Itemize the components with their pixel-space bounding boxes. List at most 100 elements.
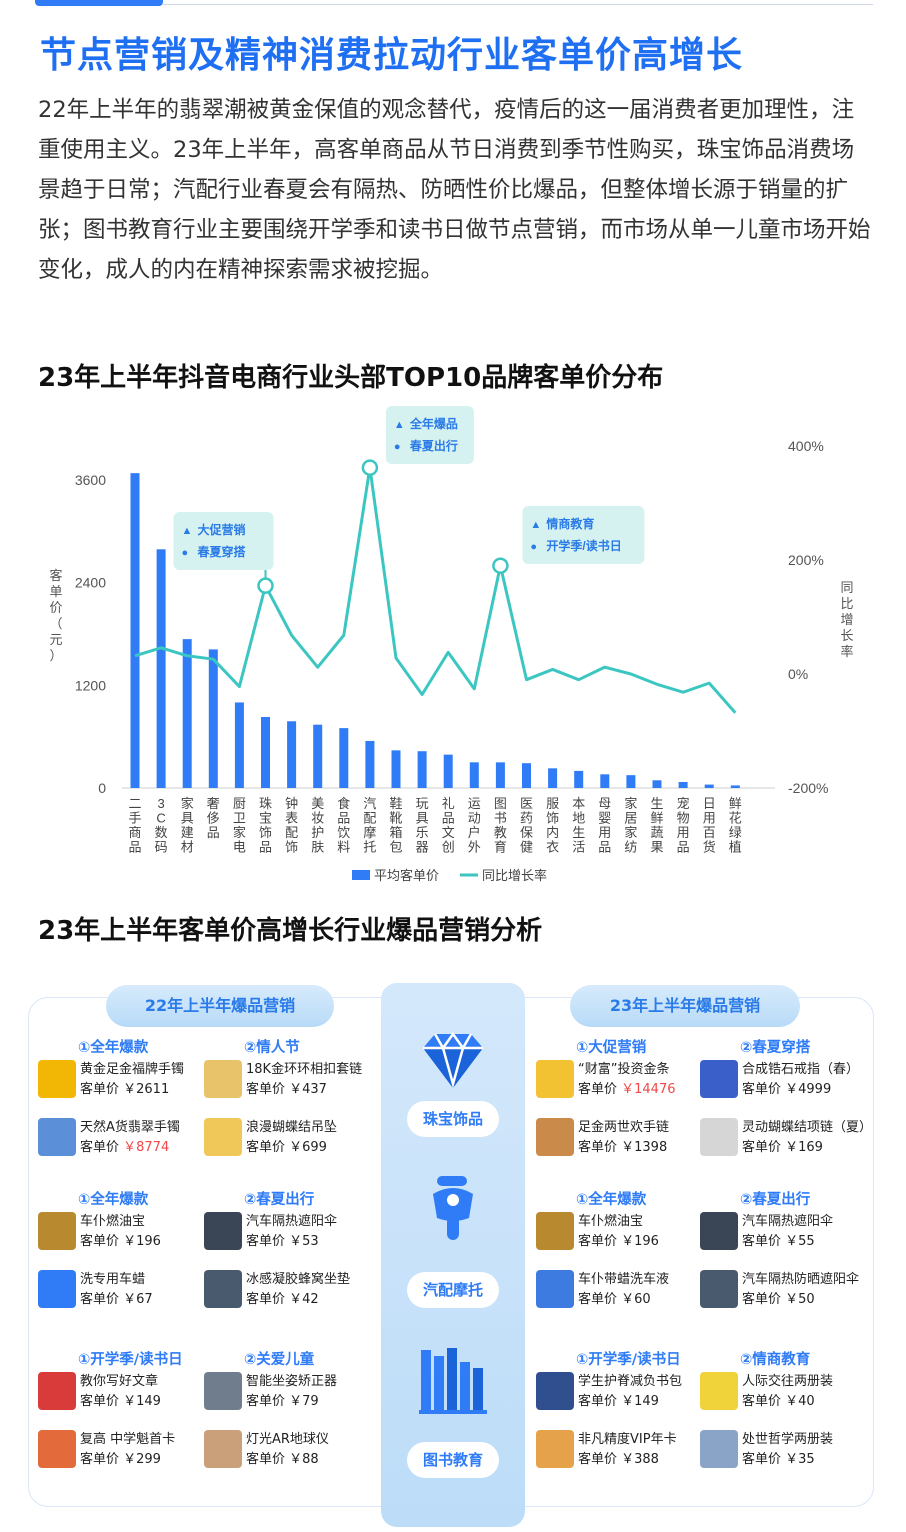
product-thumbnail [204, 1060, 242, 1098]
annotation-box [385, 406, 474, 464]
product-item[interactable]: 处世哲学两册装 客单价 ￥35 [700, 1428, 876, 1474]
reader-icon: ▲ [530, 519, 541, 531]
bar-家居家纺 [626, 775, 636, 788]
product-name: 天然A货翡翠手镯 [80, 1120, 180, 1135]
product-item[interactable]: 非凡精度VIP年卡 客单价 ￥388 [536, 1428, 712, 1474]
x-tick-label: 服饰内衣 [546, 796, 559, 855]
group-title: ①全年爆款 [78, 1192, 149, 1208]
product-thumbnail [700, 1372, 738, 1410]
bar-日用百货 [704, 784, 714, 788]
annotation-line2: 春夏穿搭 [197, 544, 247, 559]
product-item[interactable]: 汽车隔热遮阳伞 客单价 ￥55 [700, 1210, 876, 1256]
group-title: ①全年爆款 [78, 1040, 149, 1056]
product-price: 客单价 ￥299 [80, 1452, 161, 1467]
product-price: 客单价 ￥67 [80, 1292, 153, 1307]
product-thumbnail [204, 1372, 242, 1410]
product-item[interactable]: 车仆带蜡洗车液 客单价 ￥60 [536, 1268, 712, 1314]
right-axis-label-char: 率 [840, 644, 853, 659]
legend-bar-label: 平均客单价 [374, 868, 439, 883]
product-price: 客单价 ￥699 [246, 1140, 327, 1155]
product-thumbnail [700, 1212, 738, 1250]
product-item[interactable]: 浪漫蝴蝶结吊坠 客单价 ￥699 [204, 1116, 380, 1162]
left-tick-label: 3600 [75, 472, 106, 488]
product-name: 汽车隔热遮阳伞 [742, 1214, 834, 1229]
product-price: 客单价 ￥196 [578, 1234, 659, 1249]
product-name: 智能坐姿矫正器 [246, 1374, 338, 1389]
product-item[interactable]: 智能坐姿矫正器 客单价 ￥79 [204, 1370, 380, 1416]
product-name: 车仆燃油宝 [578, 1214, 644, 1229]
bar-珠宝饰品 [261, 716, 270, 788]
school-icon: ● [530, 541, 537, 553]
x-tick-label: 珠宝饰品 [259, 796, 272, 855]
product-item[interactable]: 学生护脊减负书包 客单价 ￥149 [536, 1370, 712, 1416]
product-thumbnail [38, 1118, 76, 1156]
x-tick-label: 美妆护肤 [311, 796, 324, 855]
left-period-header: 22年上半年爆品营销 [106, 985, 334, 1027]
right-tick-label: -200% [788, 780, 828, 796]
product-item[interactable]: 复高 中学魁首卡 客单价 ￥299 [38, 1428, 214, 1474]
left-tick-label: 2400 [75, 575, 106, 591]
group-title: ②春夏出行 [740, 1192, 811, 1208]
product-item[interactable]: 车仆燃油宝客单价 ￥196 [536, 1210, 712, 1256]
annotation-point [361, 459, 379, 476]
chart-section-title: 23年上半年抖音电商行业头部TOP10品牌客单价分布 [38, 363, 664, 393]
product-item[interactable]: 黄金足金福牌手镯 客单价 ￥2611 [38, 1058, 214, 1104]
annotation-line1: 情商教育 [546, 516, 594, 531]
product-thumbnail [700, 1118, 738, 1156]
bar-宠物用品 [678, 782, 688, 788]
product-item[interactable]: 冰感凝胶蜂窝坐垫 客单价 ￥42 [204, 1268, 380, 1314]
product-item[interactable]: 足金两世欢手链 客单价 ￥1398 [536, 1116, 712, 1162]
product-price: 客单价 ￥169 [742, 1140, 823, 1155]
product-item[interactable]: 天然A货翡翠手镯 客单价 ￥8774 [38, 1116, 214, 1162]
product-item[interactable]: 合成锆石戒指（春） 客单价 ￥4999 [700, 1058, 876, 1104]
product-item[interactable]: 灯光AR地球仪 客单价 ￥88 [204, 1428, 380, 1474]
product-name: 洗专用车蜡 [80, 1272, 146, 1287]
x-tick-label: 家具建材 [181, 796, 194, 855]
x-tick-label: 礼品文创 [442, 796, 455, 855]
page-title: 节点营销及精神消费拉动行业客单价高增长 [40, 35, 744, 76]
bar-食品饮料 [339, 728, 349, 788]
bar-医药保健 [522, 763, 531, 788]
right-tick-label: 0% [788, 666, 808, 682]
category-books: 图书教育 [407, 1442, 499, 1478]
product-price: 客单价 ￥8774 [80, 1140, 170, 1155]
bar-钟表配饰 [287, 721, 297, 788]
right-tick-label: 200% [788, 552, 824, 568]
product-item[interactable]: 汽车隔热防晒遮阳伞 客单价 ￥50 [700, 1268, 876, 1314]
group-title: ②春夏穿搭 [740, 1040, 811, 1056]
product-name: 足金两世欢手链 [578, 1120, 670, 1135]
x-tick-label: 钟表配饰 [285, 796, 298, 855]
product-item[interactable]: 18K金环环相扣套链 客单价 ￥437 [204, 1058, 380, 1104]
product-item[interactable]: 洗专用车蜡客单价 ￥67 [38, 1268, 214, 1314]
product-item[interactable]: 人际交往两册装 客单价 ￥40 [700, 1370, 876, 1416]
product-item[interactable]: 车仆燃油宝 客单价 ￥196 [38, 1210, 214, 1256]
product-thumbnail [536, 1372, 574, 1410]
product-name: 学生护脊减负书包 [578, 1374, 683, 1389]
legend-bar-swatch [352, 870, 370, 880]
product-price: 客单价 ￥42 [246, 1292, 319, 1307]
books-icon [419, 1348, 487, 1414]
right-axis-label-char: 增 [840, 612, 853, 627]
right-tick-label: 400% [788, 438, 824, 454]
x-tick-label: 食品饮料 [337, 796, 350, 855]
annotation-point [492, 557, 509, 574]
bar-服饰内衣 [548, 768, 558, 788]
left-axis-label-char: （ [49, 616, 62, 631]
product-price: 客单价 ￥388 [578, 1452, 659, 1467]
product-price: 客单价 ￥149 [578, 1394, 659, 1409]
product-item[interactable]: 教你写好文章 客单价 ￥149 [38, 1370, 214, 1416]
legend-line-label: 同比增长率 [482, 868, 547, 883]
product-price: 客单价 ￥35 [742, 1452, 815, 1467]
product-item[interactable]: 灵动蝴蝶结项链（夏） 客单价 ￥169 [700, 1116, 876, 1162]
product-price: 客单价 ￥437 [246, 1082, 327, 1097]
product-item[interactable]: 汽车隔热遮阳伞 客单价 ￥53 [204, 1210, 380, 1256]
product-name: 浪漫蝴蝶结吊坠 [246, 1120, 338, 1135]
group-title: ②春夏出行 [244, 1192, 315, 1208]
x-tick-label: 厨卫家电 [233, 796, 246, 855]
bar-玩具乐器 [417, 751, 427, 788]
group-title: ①开学季/读书日 [576, 1352, 681, 1368]
annotation-box [173, 512, 274, 570]
right-period-header: 23年上半年爆品营销 [570, 985, 800, 1027]
x-tick-label: 图书教育 [494, 796, 507, 855]
product-item[interactable]: “财富”投资金条 客单价 ￥14476 [536, 1058, 712, 1104]
